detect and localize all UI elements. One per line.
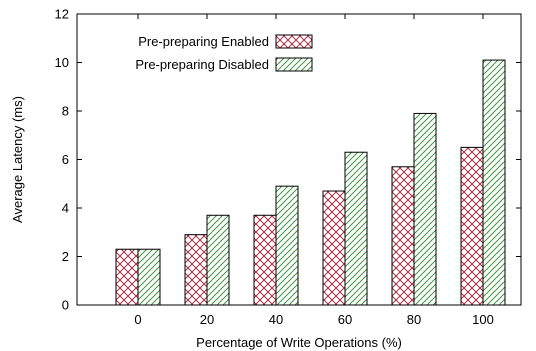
bar-disabled-100 <box>482 59 506 306</box>
x-tick-label-100: 100 <box>472 312 494 327</box>
bar-disabled-0 <box>137 248 161 306</box>
bar-enabled-0 <box>115 248 139 306</box>
y-axis-title: Average Latency (ms) <box>10 96 25 223</box>
bar-disabled-40 <box>275 185 299 306</box>
bar-disabled-80 <box>413 112 437 306</box>
bar-enabled-20 <box>184 234 208 306</box>
y-tick-label-12: 12 <box>55 7 69 22</box>
x-tick-label-20: 20 <box>200 312 214 327</box>
bar-enabled-100 <box>460 146 484 306</box>
y-tick-label-2: 2 <box>62 249 69 264</box>
y-tick-label-10: 10 <box>55 55 69 70</box>
x-tick-label-80: 80 <box>407 312 421 327</box>
legend-swatch-disabled <box>275 57 313 72</box>
y-tick-label-8: 8 <box>62 104 69 119</box>
legend-swatch-enabled <box>275 34 313 49</box>
y-tick-label-4: 4 <box>62 201 69 216</box>
bar-enabled-40 <box>253 214 277 306</box>
bar-enabled-80 <box>391 166 415 306</box>
bar-enabled-60 <box>322 190 346 306</box>
x-tick-label-40: 40 <box>269 312 283 327</box>
bar-disabled-60 <box>344 151 368 306</box>
legend-label-enabled: Pre-preparing Enabled <box>138 34 269 49</box>
y-tick-label-0: 0 <box>62 298 69 313</box>
y-tick-label-6: 6 <box>62 152 69 167</box>
legend-label-disabled: Pre-preparing Disabled <box>135 57 269 72</box>
x-tick-label-0: 0 <box>134 312 141 327</box>
bar-disabled-20 <box>206 214 230 306</box>
x-axis-title: Percentage of Write Operations (%) <box>196 335 402 350</box>
x-tick-label-60: 60 <box>338 312 352 327</box>
